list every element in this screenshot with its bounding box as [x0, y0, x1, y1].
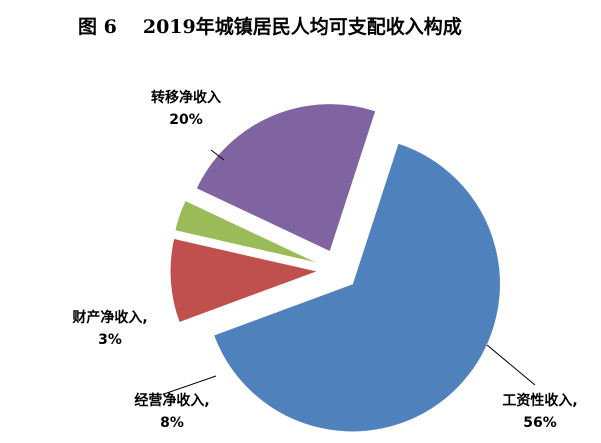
- pie-slice-property: [174, 199, 320, 264]
- leader-line-business: [163, 375, 217, 395]
- pie-slices: [169, 103, 501, 433]
- title-text: 2019年城镇居民人均可支配收入构成: [142, 16, 462, 38]
- data-label-transfer: 转移净收入 20%: [151, 89, 221, 128]
- pie-slice-business: [169, 237, 320, 324]
- data-label-business: 经营净收入, 8%: [134, 392, 209, 431]
- label-percent-business: 8%: [160, 415, 184, 431]
- label-name-transfer: 转移净收入: [151, 89, 221, 106]
- label-percent-transfer: 20%: [169, 112, 203, 128]
- label-percent-property: 3%: [98, 332, 122, 348]
- data-labels: 工资性收入, 56% 经营净收入, 8% 财产净收入, 3% 转移净收入 20%: [71, 89, 577, 431]
- leader-lines: [163, 149, 536, 395]
- pie-slice-wages: [212, 142, 501, 433]
- pie-slice-transfer: [195, 103, 377, 253]
- label-name-business: 经营净收入,: [134, 392, 209, 409]
- label-percent-wages: 56%: [523, 415, 557, 431]
- figure-number: 图 6: [78, 16, 117, 38]
- label-name-property: 财产净收入,: [71, 309, 147, 326]
- label-name-wages: 工资性收入,: [502, 392, 577, 409]
- leader-line-transfer: [210, 149, 225, 161]
- data-label-wages: 工资性收入, 56%: [502, 392, 577, 431]
- leader-line-wages: [486, 344, 536, 386]
- data-label-property: 财产净收入, 3%: [71, 309, 147, 348]
- chart-title: 图 6 2019年城镇居民人均可支配收入构成: [78, 12, 462, 39]
